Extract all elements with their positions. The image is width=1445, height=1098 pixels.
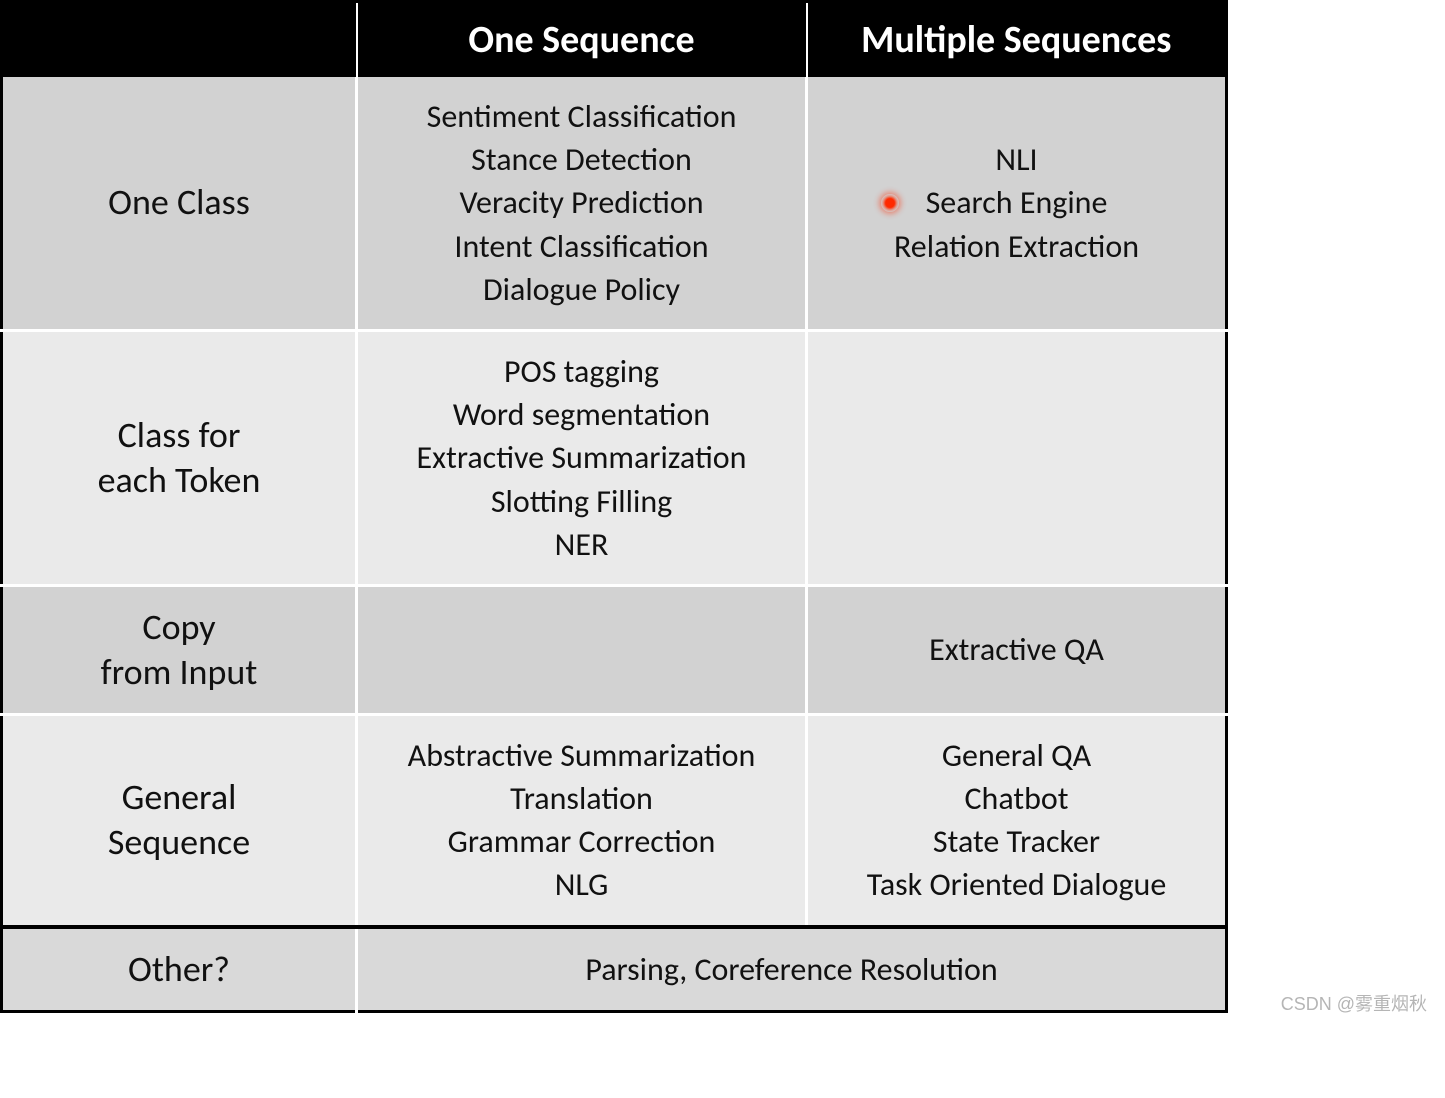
nlp-task-table: One Sequence Multiple Sequences One Clas… (0, 0, 1228, 1013)
cell-item: State Tracker (818, 820, 1215, 863)
row-label-other: Other? (2, 927, 357, 1012)
cell-item: NER (368, 523, 795, 566)
cell-other-merged: Parsing, Coreference Resolution (357, 927, 1227, 1012)
cell-item: Search Engine (818, 181, 1215, 224)
row-label: Copyfrom Input (2, 585, 357, 714)
laser-pointer-icon (881, 194, 899, 212)
cell-item: Word segmentation (368, 393, 795, 436)
cell-item: Sentiment Classification (368, 95, 795, 138)
cell-multiple-sequences (807, 330, 1227, 585)
cell-item: POS tagging (368, 350, 795, 393)
cell-item: Extractive Summarization (368, 436, 795, 479)
cell-item: Relation Extraction (818, 225, 1215, 268)
table-row: GeneralSequenceAbstractive Summarization… (2, 714, 1227, 926)
table-row: Class foreach TokenPOS taggingWord segme… (2, 330, 1227, 585)
row-label: Class foreach Token (2, 330, 357, 585)
header-row: One Sequence Multiple Sequences (2, 2, 1227, 78)
cell-item: Dialogue Policy (368, 268, 795, 311)
header-blank (2, 2, 357, 78)
header-one-sequence: One Sequence (357, 2, 807, 78)
cell-item: General QA (818, 734, 1215, 777)
cell-item: Chatbot (818, 777, 1215, 820)
header-multiple-sequences: Multiple Sequences (807, 2, 1227, 78)
cell-one-sequence (357, 585, 807, 714)
cell-multiple-sequences: General QAChatbotState TrackerTask Orien… (807, 714, 1227, 926)
cell-item: Veracity Prediction (368, 181, 795, 224)
cell-item: Extractive QA (818, 628, 1215, 671)
table-row: Copyfrom Input Extractive QA (2, 585, 1227, 714)
cell-one-sequence: Abstractive SummarizationTranslationGram… (357, 714, 807, 926)
row-label: One Class (2, 77, 357, 330)
cell-multiple-sequences: Extractive QA (807, 585, 1227, 714)
table-row-other: Other?Parsing, Coreference Resolution (2, 927, 1227, 1012)
cell-item: NLI (818, 138, 1215, 181)
cell-item: Translation (368, 777, 795, 820)
table-body: One ClassSentiment ClassificationStance … (2, 77, 1227, 1011)
cell-item: Abstractive Summarization (368, 734, 795, 777)
cell-item: Stance Detection (368, 138, 795, 181)
cell-item: Intent Classification (368, 225, 795, 268)
watermark: CSDN @雾重烟秋 (1281, 990, 1427, 1016)
cell-item: Task Oriented Dialogue (818, 863, 1215, 906)
cell-multiple-sequences: NLISearch EngineRelation Extraction (807, 77, 1227, 330)
cell-one-sequence: Sentiment ClassificationStance Detection… (357, 77, 807, 330)
cell-item: Grammar Correction (368, 820, 795, 863)
table-row: One ClassSentiment ClassificationStance … (2, 77, 1227, 330)
row-label: GeneralSequence (2, 714, 357, 926)
cell-item: NLG (368, 863, 795, 906)
cell-item: Slotting Filling (368, 480, 795, 523)
cell-one-sequence: POS taggingWord segmentationExtractive S… (357, 330, 807, 585)
